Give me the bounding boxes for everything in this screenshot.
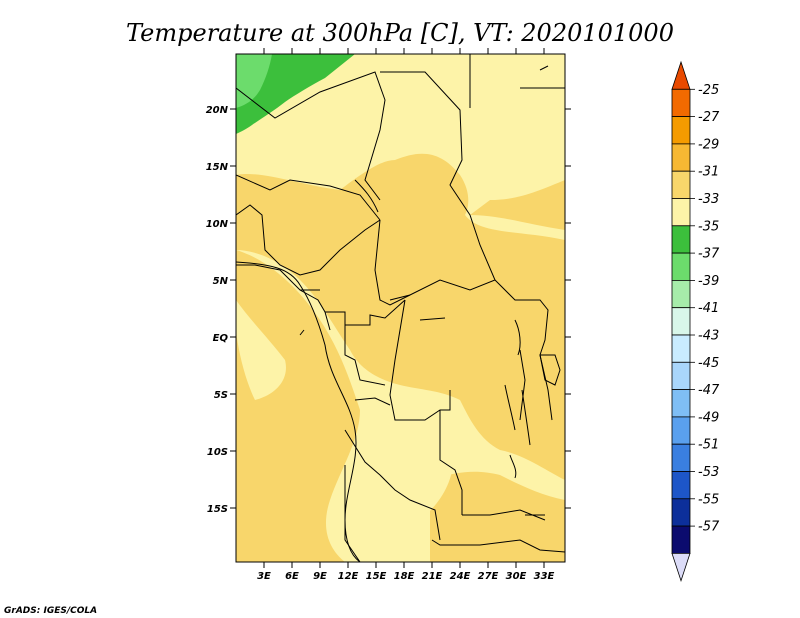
colorbar-label: -25: [698, 83, 719, 98]
figure-title: Temperature at 300hPa [C], VT: 202010100…: [126, 19, 674, 47]
colorbar-segment: [671, 170, 691, 199]
coastlines: [236, 65, 549, 562]
lon-label: 21E: [422, 571, 443, 582]
lat-label: 10S: [207, 447, 228, 458]
colorbar-label: -41: [698, 301, 719, 316]
colorbar-label: -27: [698, 110, 720, 125]
colorbar-label: -55: [698, 492, 719, 507]
colorbar-segment: [671, 525, 691, 554]
lat-label: 15N: [206, 162, 229, 173]
colorbar-label: -37: [698, 247, 720, 262]
lon-label: 9E: [313, 571, 327, 582]
colorbar-segment: [671, 307, 691, 336]
colorbar-label: -57: [698, 520, 720, 535]
colorbar-segment: [671, 416, 691, 445]
colorbar-label: -35: [698, 219, 719, 234]
colorbar-segment: [671, 279, 691, 309]
lat-label: 20N: [206, 105, 229, 116]
colorbar-label: -39: [698, 274, 719, 289]
colorbar-label: -53: [698, 465, 719, 480]
colorbar-segment: [671, 143, 691, 172]
temperature-band-central: [236, 153, 565, 480]
colorbar-segment: [671, 443, 691, 472]
colorbar-segment: [671, 198, 691, 227]
map-frame: [235, 53, 566, 563]
colorbar-segment: [671, 361, 691, 390]
longitude-ticks: [263, 48, 545, 568]
colorbar-segment: [671, 225, 691, 254]
lon-label: 27E: [478, 571, 499, 582]
colorbar-segment: [671, 553, 691, 582]
lon-label: 24E: [450, 571, 471, 582]
map-panel: [236, 54, 565, 562]
lon-label: 6E: [285, 571, 299, 582]
colorbar-label: -29: [698, 137, 719, 152]
temperature-band-north-east: [470, 180, 565, 230]
colorbar-segment: [671, 389, 691, 418]
lat-label: EQ: [213, 333, 229, 344]
temperature-band-south: [430, 471, 565, 562]
colorbar-labels: -25 -27 -29 -31 -33 -35 -37 -39 -41 -43 -45 -47 -49 -…: [690, 83, 720, 535]
temperature-pocket-west: [236, 300, 286, 400]
latitude-labels: 20N 15N 10N 5N EQ 5S 10S 15S: [206, 105, 229, 515]
temperature-band-southwest: [236, 250, 360, 562]
lon-label: 30E: [506, 571, 527, 582]
lat-label: 15S: [207, 504, 228, 515]
lon-label: 18E: [394, 571, 415, 582]
colorbar-segment: [671, 498, 691, 527]
colorbar-segment: [671, 471, 691, 500]
colorbar-label: -43: [698, 329, 719, 344]
lon-label: 12E: [338, 571, 359, 582]
colorbar-label: -45: [698, 356, 719, 371]
colorbar-segment: [671, 88, 691, 118]
colorbar-segment: [671, 116, 691, 145]
colorbar-label: -49: [698, 410, 719, 425]
lat-label: 5N: [213, 276, 229, 287]
colorbar-segment: [671, 60, 691, 90]
colorbar-label: -33: [698, 192, 719, 207]
lon-label: 33E: [534, 571, 555, 582]
colorbar: [671, 60, 691, 582]
grads-credit: GrADS: IGES/COLA: [4, 606, 97, 616]
lon-label: 15E: [366, 571, 387, 582]
latitude-ticks: [230, 108, 571, 509]
longitude-labels: 3E 6E 9E 12E 15E 18E 21E 24E 27E 30E 33E: [257, 571, 554, 582]
colorbar-label: -31: [698, 165, 719, 180]
country-borders: [236, 54, 565, 562]
colorbar-segment: [671, 252, 691, 281]
colorbar-segment: [671, 334, 691, 363]
temperature-pocket-south: [357, 416, 454, 524]
colorbar-label: -51: [698, 438, 719, 453]
lat-label: 10N: [206, 219, 229, 230]
lat-label: 5S: [214, 390, 228, 401]
lon-label: 3E: [257, 571, 271, 582]
colorbar-label: -47: [698, 383, 720, 398]
